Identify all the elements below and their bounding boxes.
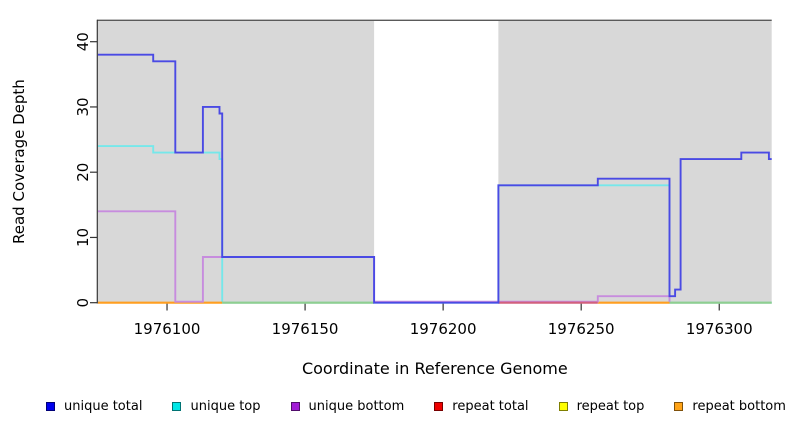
- y-tick-label: 20: [74, 163, 92, 182]
- x-tick-label: 1976200: [410, 320, 477, 338]
- chart-legend: unique total unique top unique bottom repea…: [46, 399, 786, 414]
- legend-label: unique top: [190, 399, 261, 414]
- y-axis-title: Read Coverage Depth: [10, 79, 28, 244]
- y-tick-label: 30: [74, 97, 92, 116]
- y-tick-label: 0: [74, 298, 92, 308]
- y-tick-label: 10: [74, 228, 92, 247]
- legend-item-repeat-total: repeat total: [434, 399, 529, 414]
- legend-item-repeat-bottom: repeat bottom: [674, 399, 786, 414]
- legend-swatch-icon: [290, 402, 300, 411]
- series-unique-total: [98, 53, 772, 304]
- legend-label: unique total: [64, 399, 143, 414]
- legend-swatch-icon: [172, 402, 182, 411]
- legend-label: repeat total: [452, 399, 529, 414]
- x-tick-label: 1976150: [272, 320, 339, 338]
- legend-label: repeat top: [576, 399, 645, 414]
- legend-label: repeat bottom: [692, 399, 786, 414]
- legend-item-unique-bottom: unique bottom: [290, 399, 405, 414]
- legend-swatch-icon: [558, 402, 568, 411]
- legend-item-unique-total: unique total: [46, 399, 142, 414]
- legend-label: unique bottom: [308, 399, 405, 414]
- x-axis-title: Coordinate in Reference Genome: [302, 359, 568, 378]
- legend-swatch-icon: [434, 402, 444, 411]
- legend-item-unique-top: unique top: [172, 399, 261, 414]
- x-tick-label: 1976100: [134, 320, 201, 338]
- x-tick-label: 1976250: [548, 320, 615, 338]
- y-tick-label: 40: [74, 32, 92, 51]
- legend-swatch-icon: [674, 402, 684, 411]
- x-tick-label: 1976300: [686, 320, 753, 338]
- legend-swatch-icon: [46, 402, 55, 411]
- masked-region: [374, 20, 499, 304]
- legend-item-repeat-top: repeat top: [558, 399, 645, 414]
